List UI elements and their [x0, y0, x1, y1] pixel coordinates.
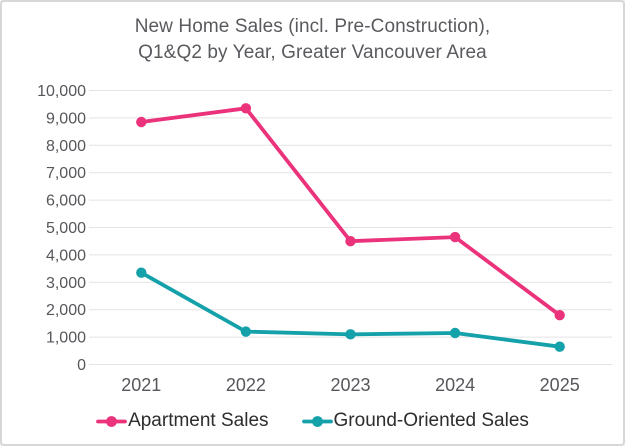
chart-title: New Home Sales (incl. Pre-Construction),…	[2, 14, 623, 66]
y-tick-label: 8,000	[46, 138, 86, 155]
x-tick-label: 2025	[540, 375, 580, 395]
ground-oriented-sales-series-marker-icon	[301, 415, 333, 427]
y-tick-label: 3,000	[46, 275, 86, 292]
ground-oriented-sales-point	[345, 329, 356, 340]
x-tick-label: 2023	[330, 375, 370, 395]
y-tick-label: 5,000	[46, 220, 86, 237]
x-tick-label: 2022	[226, 375, 266, 395]
ground-oriented-sales-point	[449, 327, 461, 339]
apartment-sales-series-marker-icon	[96, 415, 127, 427]
y-tick-label: 2,000	[46, 302, 86, 319]
y-tick-label: 7,000	[46, 165, 86, 182]
ground-oriented-sales-point	[240, 326, 252, 337]
legend-item-apartment-sales: Apartment Sales	[96, 410, 269, 432]
apartment-sales-point	[136, 116, 147, 128]
ground-oriented-sales-point	[554, 341, 565, 352]
chart-title-line2: Q1&Q2 by Year, Greater Vancouver Area	[138, 42, 487, 63]
apartment-sales-point	[345, 236, 356, 247]
y-tick-label: 0	[77, 357, 86, 374]
legend-label-ground-oriented-sales: Ground-Oriented Sales	[333, 410, 529, 431]
ground-oriented-sales-point	[136, 267, 147, 278]
y-tick-label: 1,000	[46, 330, 86, 347]
y-tick-label: 10,000	[37, 83, 86, 100]
legend-label-apartment-sales: Apartment Sales	[128, 410, 269, 431]
apartment-sales-point	[554, 309, 565, 321]
y-tick-label: 6,000	[46, 193, 86, 210]
chart-title-line1: New Home Sales (incl. Pre-Construction),	[134, 16, 491, 37]
apartment-sales-line	[139, 106, 562, 318]
legend-item-ground-oriented-sales: Ground-Oriented Sales	[301, 410, 529, 432]
y-tick-label: 4,000	[46, 247, 86, 264]
chart-legend: Apartment Sales Ground-Oriented Sales	[2, 410, 623, 432]
y-tick-label: 9,000	[46, 110, 86, 127]
apartment-sales-point	[240, 103, 252, 114]
apartment-sales-point	[449, 231, 461, 243]
x-tick-label: 2024	[435, 375, 475, 395]
x-tick-label: 2021	[121, 375, 161, 395]
